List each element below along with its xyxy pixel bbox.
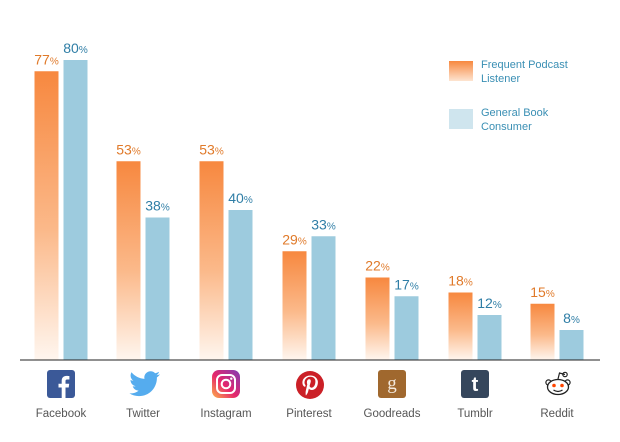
tumblr-icon: t <box>461 370 489 398</box>
twitter-icon <box>129 370 160 398</box>
bar-twitter-podcast <box>116 161 141 360</box>
value-label-goodreads-podcast: 22% <box>365 258 390 274</box>
value-label-instagram-podcast: 53% <box>199 141 224 157</box>
value-label-pinterest-book: 33% <box>311 216 336 232</box>
bar-twitter-book <box>145 217 170 360</box>
legend: Frequent Podcast Listener General Book C… <box>449 58 619 154</box>
bar-goodreads-podcast <box>365 277 390 360</box>
bar-pinterest-book <box>311 236 336 360</box>
legend-label-line2: Listener <box>481 73 521 85</box>
value-labels-layer: 77%80% 53% 38% 53% 40% 29%33% 22%17% 18%12% 15% 8… <box>34 40 580 326</box>
value-label-twitter-podcast: 53% <box>116 141 141 157</box>
legend-swatch-blue <box>449 109 473 129</box>
legend-label-frequent-podcast-listener: Frequent Podcast Listener <box>481 58 601 86</box>
value-label-twitter-book: 38% <box>145 198 170 214</box>
value-label-instagram-book: 40% <box>228 190 253 206</box>
value-label-facebook-book: 80% <box>63 40 88 56</box>
category-label-pinterest: Pinterest <box>286 408 332 420</box>
instagram-icon <box>212 370 240 398</box>
category-label-instagram: Instagram <box>200 408 252 420</box>
category-label-facebook: Facebook <box>35 408 87 420</box>
legend-label-line1: General Book <box>481 107 549 119</box>
svg-text:t: t <box>472 374 479 396</box>
legend-label-line1: Frequent Podcast <box>481 59 568 71</box>
bar-tumblr-book <box>477 315 502 360</box>
pinterest-icon <box>295 370 324 399</box>
bar-goodreads-book <box>394 296 419 360</box>
bar-reddit-book <box>559 330 584 360</box>
facebook-icon <box>47 370 75 398</box>
value-label-pinterest-podcast: 29% <box>282 231 307 247</box>
legend-swatch-orange <box>449 61 473 81</box>
bar-instagram-podcast <box>199 161 224 360</box>
bar-pinterest-podcast <box>282 251 307 360</box>
legend-label-general-book-consumer: General Book Consumer <box>481 106 601 134</box>
category-label-reddit: Reddit <box>540 408 574 420</box>
value-label-tumblr-book: 12% <box>477 295 502 311</box>
category-label-tumblr: Tumblr <box>457 408 493 420</box>
value-label-facebook-podcast: 77% <box>34 51 59 67</box>
value-label-reddit-podcast: 15% <box>530 284 555 300</box>
goodreads-icon: g <box>378 370 406 398</box>
bar-tumblr-podcast <box>448 292 473 360</box>
bar-instagram-book <box>228 210 253 360</box>
value-label-tumblr-podcast: 18% <box>448 273 473 289</box>
legend-label-line2: Consumer <box>481 121 532 133</box>
value-label-reddit-book: 8% <box>563 310 580 326</box>
legend-item-frequent-podcast-listener: Frequent Podcast Listener <box>449 58 619 96</box>
category-label-goodreads: Goodreads <box>363 408 421 420</box>
svg-text:g: g <box>387 373 397 394</box>
value-label-goodreads-book: 17% <box>394 276 419 292</box>
bar-facebook-podcast <box>34 71 59 360</box>
legend-item-general-book-consumer: General Book Consumer <box>449 106 619 144</box>
bar-facebook-book <box>63 60 88 360</box>
category-label-twitter: Twitter <box>126 408 160 420</box>
bar-reddit-podcast <box>530 303 555 360</box>
reddit-icon <box>543 370 571 398</box>
bars-layer <box>34 60 584 360</box>
